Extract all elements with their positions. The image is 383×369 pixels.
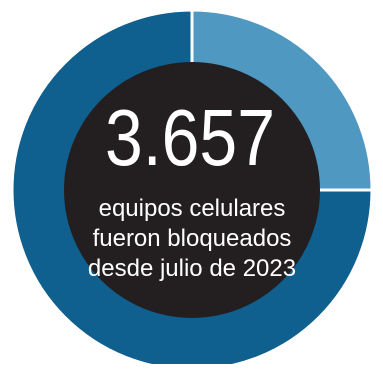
- center-number: 3.657: [105, 93, 275, 182]
- caption-line-2: fueron bloqueados: [93, 225, 292, 252]
- caption-line-1: equipos celulares: [99, 195, 286, 222]
- center-disc: [64, 62, 320, 318]
- caption-line-3: desde julio de 2023: [88, 255, 296, 282]
